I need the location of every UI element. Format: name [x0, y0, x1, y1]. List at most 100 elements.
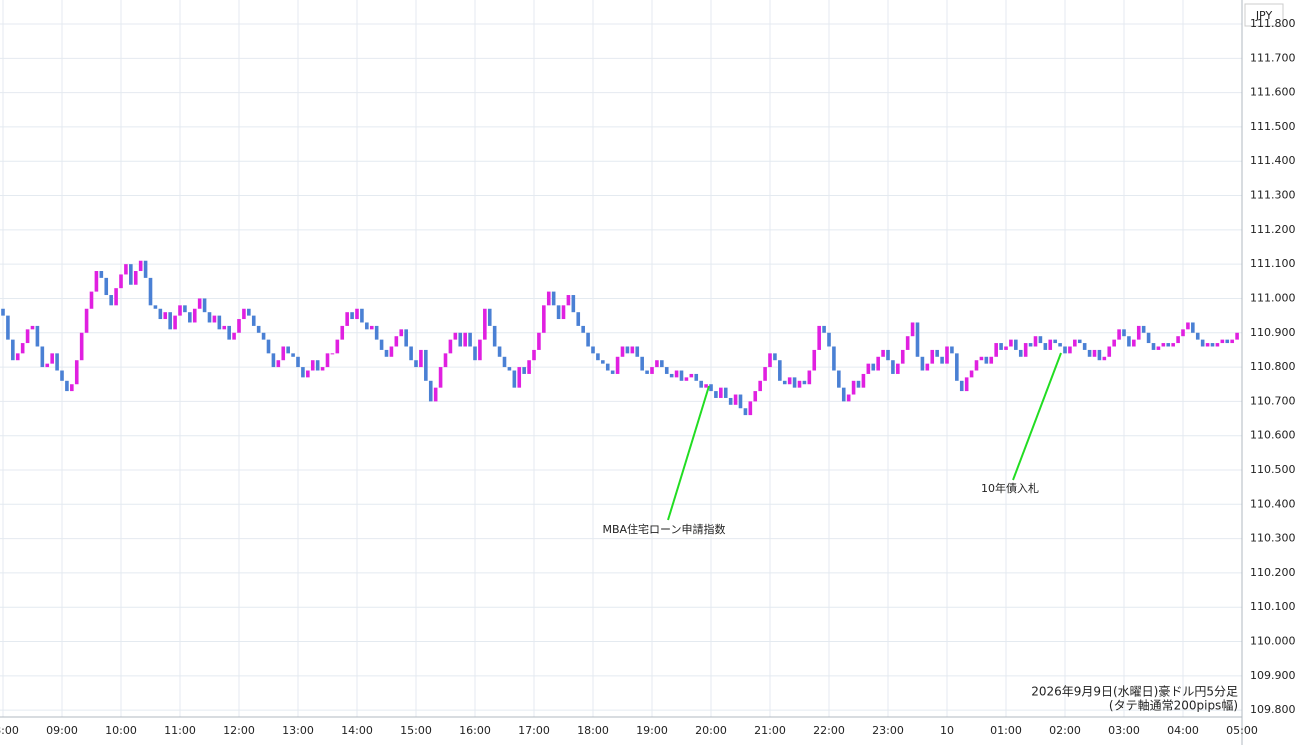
x-tick-label: 19:00	[636, 724, 668, 737]
candle-body	[232, 332, 236, 340]
candle-body	[306, 370, 310, 378]
candle-body	[935, 349, 939, 357]
candle-body	[487, 308, 492, 326]
y-tick-label: 110.200	[1250, 566, 1296, 579]
candle-body	[497, 346, 502, 357]
candle-body	[1028, 343, 1033, 347]
x-tick-label: 16:00	[459, 724, 491, 737]
y-tick-label: 111.600	[1250, 86, 1296, 99]
candle-body	[655, 360, 659, 368]
candle-body	[714, 391, 718, 398]
candle-body	[1122, 329, 1126, 337]
candle-body	[99, 271, 104, 278]
candle-body	[1068, 346, 1072, 354]
x-tick-label: 21:00	[754, 724, 786, 737]
candle-body	[841, 387, 846, 402]
candle-body	[851, 380, 856, 395]
candle-body	[1004, 346, 1008, 350]
candle-body	[925, 363, 930, 371]
candle-body	[202, 298, 207, 313]
candle-body	[610, 370, 615, 374]
candle-body	[384, 349, 389, 357]
candle-body	[959, 380, 964, 392]
x-tick-label: 04:00	[1167, 724, 1199, 737]
candle-body	[379, 339, 384, 350]
grid	[0, 0, 1243, 717]
candle-body	[1092, 349, 1097, 357]
y-tick-label: 109.800	[1250, 703, 1296, 716]
candle-body	[571, 295, 576, 313]
candle-body	[129, 264, 133, 285]
y-tick-label: 110.900	[1250, 326, 1296, 339]
candle-body	[79, 332, 84, 361]
candle-body	[709, 384, 713, 392]
candle-body	[782, 380, 787, 385]
candle-body	[984, 356, 989, 364]
candle-body	[581, 325, 585, 333]
x-tick-label: 18:00	[577, 724, 609, 737]
candle-body	[374, 325, 379, 340]
candle-body	[1215, 343, 1220, 347]
candle-body	[684, 377, 689, 381]
x-tick-label: 11:00	[164, 724, 196, 737]
candle-body	[1102, 356, 1107, 361]
candle-body	[183, 305, 187, 313]
candle-body	[999, 343, 1003, 350]
candle-body	[537, 332, 541, 350]
candle-body	[1156, 346, 1161, 350]
candle-body	[768, 353, 772, 368]
candle-body	[728, 397, 733, 405]
caption: 2026年9月9日(水曜日)豪ドル円5分足	[1031, 684, 1238, 699]
candle-body	[900, 349, 905, 364]
candle-body	[846, 394, 851, 402]
candle-body	[478, 339, 482, 361]
x-tick-label: 01:00	[990, 724, 1022, 737]
candle-body	[797, 380, 802, 388]
candle-body	[247, 308, 251, 316]
candle-body	[276, 360, 281, 368]
candle-body	[723, 387, 728, 398]
candle-body	[30, 325, 35, 330]
x-tick-label: 12:00	[223, 724, 255, 737]
candle-body	[556, 305, 561, 320]
candle-body	[551, 291, 556, 306]
candle-body	[325, 353, 330, 368]
candle-body	[1, 308, 5, 316]
x-tick-label: 17:00	[518, 724, 550, 737]
candle-body	[448, 339, 453, 354]
candle-body	[25, 329, 30, 344]
candles	[1, 260, 1239, 416]
candle-body	[168, 312, 172, 330]
caption: (タテ軸通常200pips幅)	[1109, 698, 1238, 713]
y-tick-label: 111.000	[1250, 291, 1296, 304]
candle-body	[871, 363, 876, 371]
x-tick-label: 13:00	[282, 724, 314, 737]
candle-body	[669, 373, 674, 378]
candle-body	[1230, 339, 1234, 344]
candle-body	[409, 346, 413, 361]
candle-body	[1112, 339, 1116, 347]
x-tick-label: 08:00	[0, 724, 19, 737]
candle-body	[1014, 339, 1018, 350]
candle-body	[743, 408, 748, 416]
candle-body	[502, 356, 507, 368]
candle-body	[1097, 349, 1102, 361]
candle-body	[1082, 343, 1087, 350]
candle-body	[178, 305, 182, 316]
candle-body	[940, 356, 944, 364]
y-tick-label: 110.400	[1250, 497, 1296, 510]
candle-body	[586, 332, 590, 347]
candle-body	[1063, 346, 1067, 354]
candle-body	[281, 346, 286, 361]
candle-body	[217, 315, 222, 330]
candle-body	[365, 322, 369, 330]
candle-body	[817, 325, 821, 350]
candle-body	[905, 336, 910, 350]
candle-body	[45, 363, 50, 368]
candle-body	[35, 325, 40, 347]
candle-body	[483, 308, 487, 340]
candle-body	[104, 277, 109, 296]
candle-body	[1018, 349, 1023, 357]
candle-body	[1033, 336, 1038, 347]
